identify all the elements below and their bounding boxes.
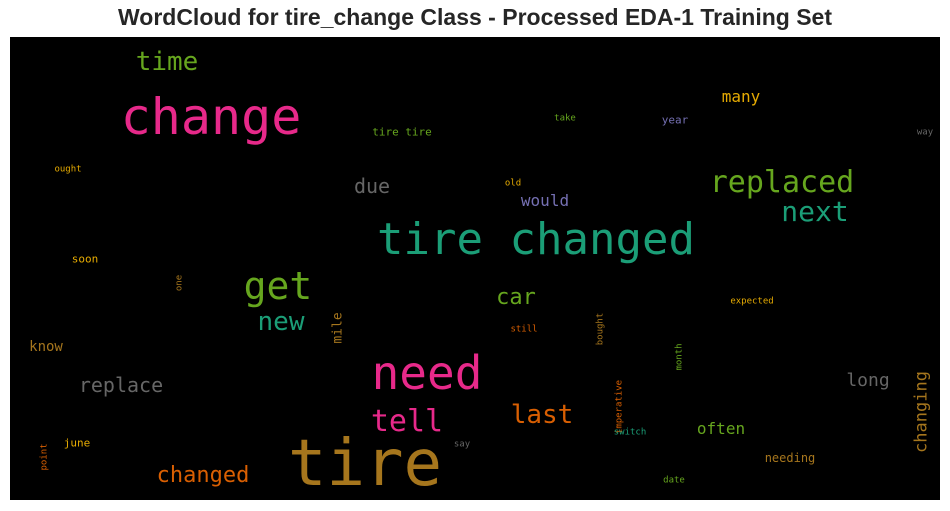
wordcloud-canvas: change tire changed tire need get replac… (10, 37, 940, 500)
word-time: time (135, 47, 199, 77)
word-soon: soon (71, 252, 99, 266)
word-last: last (510, 400, 574, 430)
word-say: say (453, 439, 471, 450)
word-year: year (661, 113, 689, 127)
word-bought: bought (595, 312, 606, 346)
word-get: get (243, 264, 313, 308)
word-changed: changed (156, 463, 250, 488)
word-car: car (496, 285, 536, 310)
word-tire-tire: tire tire (372, 125, 432, 139)
word-date: date (663, 475, 685, 486)
word-ought: ought (54, 164, 82, 175)
word-switch: switch (613, 427, 647, 438)
word-take: take (554, 113, 576, 124)
word-change: change (120, 88, 302, 146)
word-one: one (174, 274, 185, 292)
word-expected: expected (730, 296, 774, 307)
word-old: old (504, 178, 522, 189)
word-changing: changing (911, 371, 932, 453)
word-tire: tire (287, 427, 443, 500)
word-would: would (520, 191, 570, 210)
word-many: many (721, 87, 761, 106)
word-replaced: replaced (709, 165, 855, 200)
word-often: often (696, 419, 746, 438)
word-mile: mile (330, 312, 346, 344)
word-new: new (257, 307, 305, 337)
word-still: still (510, 324, 538, 335)
word-replace: replace (78, 373, 164, 397)
word-way: way (916, 127, 934, 138)
word-point: point (39, 443, 50, 471)
word-next: next (781, 195, 849, 228)
word-long: long (846, 370, 890, 391)
word-month: month (674, 343, 685, 371)
chart-title: WordCloud for tire_change Class - Proces… (117, 4, 832, 30)
word-needing: needing (764, 451, 816, 465)
word-imperative: imperative (614, 379, 625, 435)
word-june: june (63, 436, 91, 450)
word-need: need (371, 346, 483, 400)
word-tire-changed: tire changed (377, 214, 695, 265)
word-due: due (353, 174, 391, 198)
word-tell: tell (370, 404, 444, 439)
word-know: know (29, 339, 63, 355)
